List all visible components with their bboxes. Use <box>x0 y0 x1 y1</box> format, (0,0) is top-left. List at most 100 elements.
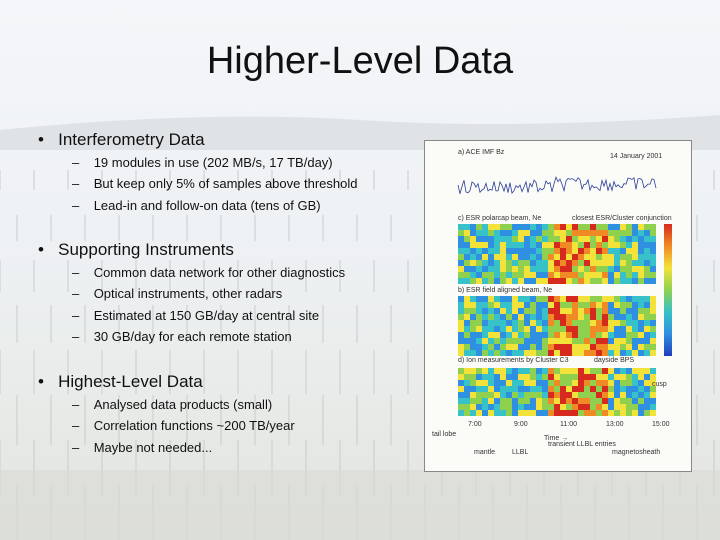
sub-bullet-text: 30 GB/day for each remote station <box>93 328 292 344</box>
spectrogram-cell <box>488 410 494 416</box>
spectrogram-cell <box>596 278 602 284</box>
spectrogram-cell <box>638 392 644 398</box>
spectrogram-cell <box>626 308 632 314</box>
spectrogram-cell <box>476 350 482 356</box>
spectrogram-cell <box>512 338 518 344</box>
spectrogram-cell <box>458 410 464 416</box>
spectrogram-cell <box>632 374 638 380</box>
spectrogram-cell <box>500 344 506 350</box>
spectrogram-cell <box>530 398 536 404</box>
spectrogram-cell <box>638 338 644 344</box>
spectrogram-cell <box>560 278 566 284</box>
spectrogram-cell <box>518 404 524 410</box>
spectrogram-cell <box>638 344 644 350</box>
spectrogram-cell <box>488 224 494 230</box>
spectrogram-cell <box>608 272 614 278</box>
spectrogram-cell <box>614 314 620 320</box>
spectrogram-cell <box>536 386 542 392</box>
spectrogram-cell <box>638 404 644 410</box>
spectrogram-cell <box>548 338 554 344</box>
spectrogram-cell <box>482 380 488 386</box>
spectrogram-cell <box>512 272 518 278</box>
spectrogram-cell <box>518 326 524 332</box>
spectrogram-cell <box>494 392 500 398</box>
spectrogram-cell <box>536 368 542 374</box>
spectrogram-cell <box>566 266 572 272</box>
spectrogram-cell <box>506 296 512 302</box>
spectrogram-cell <box>482 398 488 404</box>
spectrogram-cell <box>458 230 464 236</box>
spectrogram-cell <box>596 272 602 278</box>
spectrogram-cell <box>650 308 656 314</box>
spectrogram-cell <box>488 266 494 272</box>
spectrogram-cell <box>554 326 560 332</box>
spectrogram-cell <box>614 338 620 344</box>
spectrogram-cell <box>602 266 608 272</box>
spectrogram-cell <box>482 326 488 332</box>
spectrogram-cell <box>644 326 650 332</box>
spectrogram-cell <box>620 302 626 308</box>
spectrogram-cell <box>500 230 506 236</box>
spectrogram-cell <box>608 392 614 398</box>
spectrogram-cell <box>518 332 524 338</box>
spectrogram-cell <box>458 344 464 350</box>
spectrogram-cell <box>632 320 638 326</box>
spectrogram-cell <box>518 266 524 272</box>
spectrogram-cell <box>644 302 650 308</box>
spectrogram-cell <box>608 374 614 380</box>
spectrogram-cell <box>482 332 488 338</box>
spectrogram-cell <box>632 302 638 308</box>
spectrogram-cell <box>560 314 566 320</box>
spectrogram-cell <box>602 410 608 416</box>
spectrogram-cell <box>602 374 608 380</box>
spectrogram-cell <box>650 326 656 332</box>
spectrogram-cell <box>596 236 602 242</box>
spectrogram-cell <box>470 278 476 284</box>
spectrogram-cell <box>476 242 482 248</box>
spectrogram-cell <box>566 242 572 248</box>
spectrogram-cell <box>506 386 512 392</box>
spectrogram-cell <box>542 302 548 308</box>
spectrogram-cell <box>566 248 572 254</box>
spectrogram-cell <box>638 314 644 320</box>
spectrogram-cell <box>620 374 626 380</box>
region-label: mantle <box>474 449 495 456</box>
spectrogram-cell <box>494 386 500 392</box>
spectrogram-cell <box>518 374 524 380</box>
spectrogram-cell <box>596 410 602 416</box>
sub-bullet: – 30 GB/day for each remote station <box>72 328 292 344</box>
spectrogram-cell <box>638 260 644 266</box>
spectrogram-cell <box>470 272 476 278</box>
spectrogram-cell <box>470 386 476 392</box>
spectrogram-cell <box>494 338 500 344</box>
spectrogram-cell <box>614 272 620 278</box>
spectrogram-cell <box>596 302 602 308</box>
spectrogram-cell <box>572 254 578 260</box>
spectrogram-cell <box>644 314 650 320</box>
spectrogram-cell <box>620 308 626 314</box>
spectrogram-cell <box>476 314 482 320</box>
spectrogram-cell <box>494 374 500 380</box>
spectrogram-cell <box>644 254 650 260</box>
spectrogram-cell <box>530 236 536 242</box>
spectrogram-cell <box>566 278 572 284</box>
spectrogram-cell <box>506 314 512 320</box>
spectrogram-cell <box>638 398 644 404</box>
spectrogram-cell <box>590 404 596 410</box>
spectrogram-cell <box>524 302 530 308</box>
spectrogram-cell <box>632 410 638 416</box>
spectrogram-cell <box>506 308 512 314</box>
spectrogram-cell <box>596 344 602 350</box>
spectrogram-cell <box>470 236 476 242</box>
spectrogram-cell <box>572 296 578 302</box>
spectrogram-cell <box>626 260 632 266</box>
spectrogram-cell <box>506 326 512 332</box>
spectrogram-cell <box>536 392 542 398</box>
spectrogram-cell <box>554 272 560 278</box>
spectrogram-cell <box>470 398 476 404</box>
spectrogram-cell <box>488 374 494 380</box>
spectrogram-cell <box>608 224 614 230</box>
spectrogram-cell <box>458 236 464 242</box>
spectrogram-cell <box>620 344 626 350</box>
sub-bullet: – But keep only 5% of samples above thre… <box>72 176 358 192</box>
